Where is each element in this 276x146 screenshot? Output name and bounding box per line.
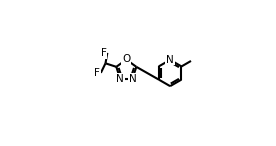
Text: F: F [101, 48, 107, 58]
Text: N: N [129, 74, 137, 84]
Text: N: N [116, 74, 124, 84]
Text: F: F [94, 68, 100, 78]
Text: N: N [166, 55, 174, 65]
Text: O: O [122, 54, 131, 64]
